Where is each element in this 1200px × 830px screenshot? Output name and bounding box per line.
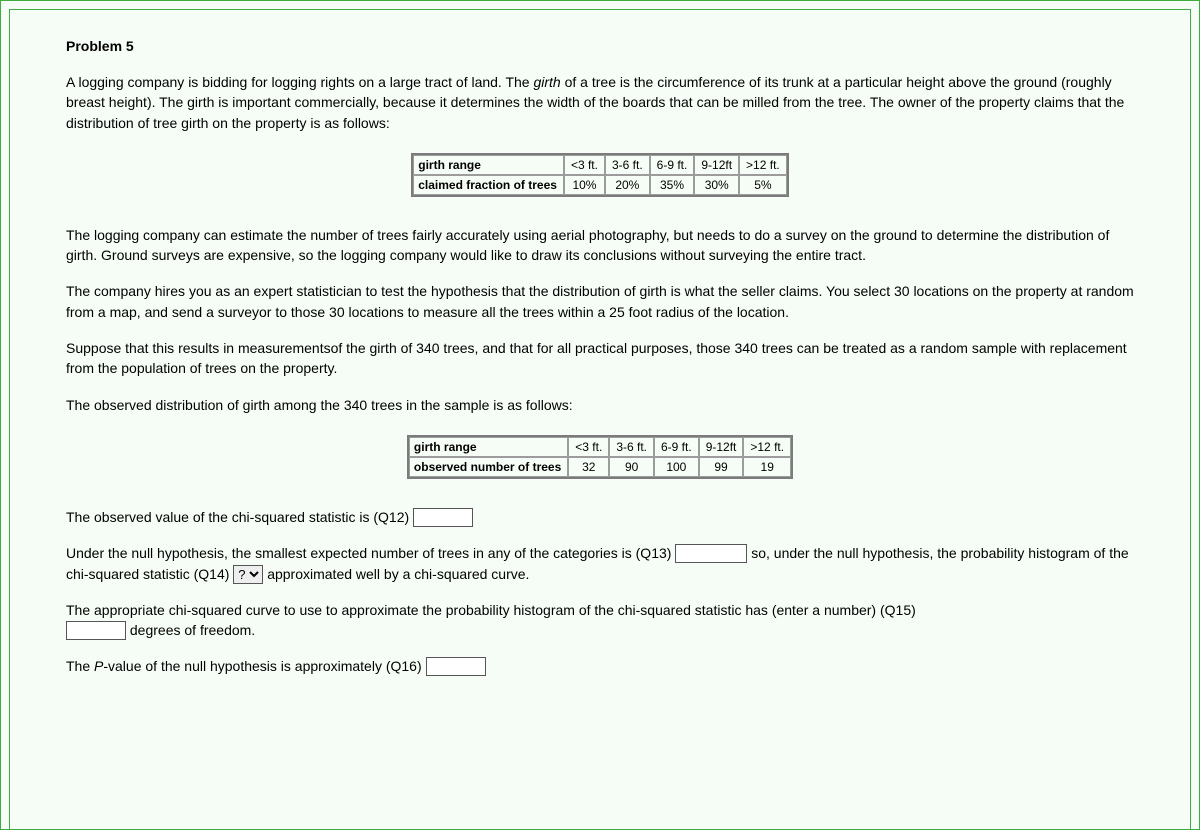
cell: 5% [739, 175, 787, 195]
col-header: 3-6 ft. [605, 155, 650, 175]
problem-heading: Problem 5 [66, 38, 1134, 54]
table-row: girth range <3 ft. 3-6 ft. 6-9 ft. 9-12f… [409, 437, 791, 457]
q13-input[interactable] [675, 544, 747, 563]
row-label: claimed fraction of trees [413, 175, 564, 195]
cell: 99 [699, 457, 744, 477]
row-label: girth range [413, 155, 564, 175]
q15-input[interactable] [66, 621, 126, 640]
intro-paragraph: A logging company is bidding for logging… [66, 72, 1134, 133]
q12-text: The observed value of the chi-squared st… [66, 509, 413, 525]
q12-input[interactable] [413, 508, 473, 527]
problem-container: Problem 5 A logging company is bidding f… [9, 9, 1191, 829]
cell: 90 [609, 457, 654, 477]
paragraph: Suppose that this results in measurement… [66, 338, 1134, 379]
paragraph: The observed distribution of girth among… [66, 395, 1134, 415]
q13-q14-line: Under the null hypothesis, the smallest … [66, 543, 1134, 584]
col-header: 3-6 ft. [609, 437, 654, 457]
claimed-table-wrap: girth range <3 ft. 3-6 ft. 6-9 ft. 9-12f… [66, 153, 1134, 197]
q16-line: The P-value of the null hypothesis is ap… [66, 656, 1134, 676]
q15-line: The appropriate chi-squared curve to use… [66, 600, 1134, 641]
q13-pre: Under the null hypothesis, the smallest … [66, 545, 675, 561]
col-header: >12 ft. [739, 155, 787, 175]
table-row: claimed fraction of trees 10% 20% 35% 30… [413, 175, 787, 195]
q14-after: approximated well by a chi-squared curve… [267, 566, 529, 582]
cell: 35% [650, 175, 695, 195]
col-header: <3 ft. [568, 437, 609, 457]
table-row: girth range <3 ft. 3-6 ft. 6-9 ft. 9-12f… [413, 155, 787, 175]
row-label: observed number of trees [409, 457, 568, 477]
cell: 32 [568, 457, 609, 477]
col-header: >12 ft. [743, 437, 791, 457]
observed-table-wrap: girth range <3 ft. 3-6 ft. 6-9 ft. 9-12f… [66, 435, 1134, 479]
cell: 100 [654, 457, 699, 477]
cell: 30% [694, 175, 739, 195]
observed-distribution-table: girth range <3 ft. 3-6 ft. 6-9 ft. 9-12f… [407, 435, 793, 479]
row-label: girth range [409, 437, 568, 457]
cell: 10% [564, 175, 605, 195]
col-header: 6-9 ft. [654, 437, 699, 457]
q15-pre: The appropriate chi-squared curve to use… [66, 602, 916, 618]
col-header: <3 ft. [564, 155, 605, 175]
q16-input[interactable] [426, 657, 486, 676]
table-row: observed number of trees 32 90 100 99 19 [409, 457, 791, 477]
outer-frame: Problem 5 A logging company is bidding f… [0, 0, 1200, 830]
claimed-distribution-table: girth range <3 ft. 3-6 ft. 6-9 ft. 9-12f… [411, 153, 789, 197]
q14-select[interactable]: ? [233, 565, 263, 584]
q16-pre: The P-value of the null hypothesis is ap… [66, 658, 426, 674]
col-header: 6-9 ft. [650, 155, 695, 175]
col-header: 9-12ft [699, 437, 744, 457]
paragraph: The company hires you as an expert stati… [66, 281, 1134, 322]
q12-line: The observed value of the chi-squared st… [66, 507, 1134, 527]
cell: 19 [743, 457, 791, 477]
q15-post: degrees of freedom. [130, 622, 255, 638]
paragraph: The logging company can estimate the num… [66, 225, 1134, 266]
col-header: 9-12ft [694, 155, 739, 175]
cell: 20% [605, 175, 650, 195]
